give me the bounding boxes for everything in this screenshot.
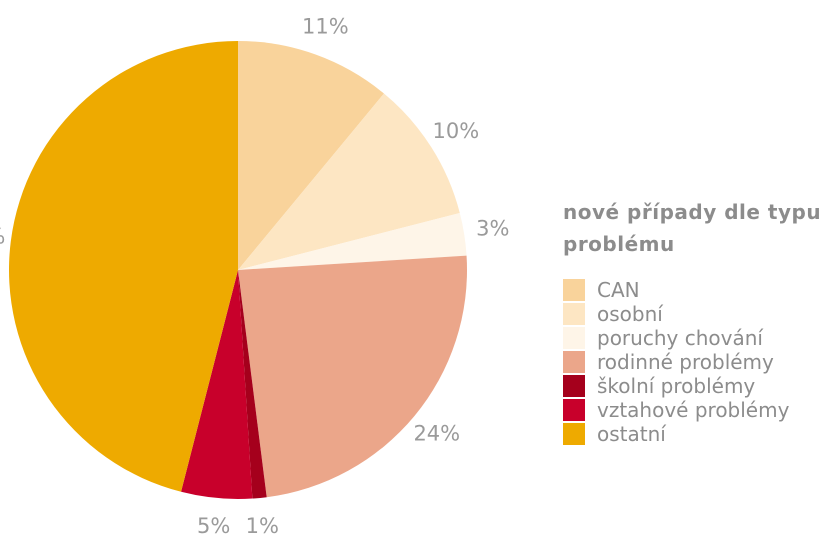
- pie: 11% 10% 3% 24% 1% 5% 46%: [0, 14, 509, 536]
- pie-slice: [238, 93, 460, 271]
- data-label: 11%: [302, 14, 349, 38]
- legend-swatch: [563, 279, 585, 301]
- data-label: 1%: [246, 514, 279, 536]
- pie-slice: [181, 270, 253, 499]
- pie-slice: [238, 213, 467, 270]
- pie-slice: [238, 41, 384, 270]
- pie-slice: [238, 255, 467, 498]
- legend-item: ostatní: [563, 422, 839, 446]
- legend-item: osobní: [563, 302, 839, 326]
- legend-swatch: [563, 399, 585, 421]
- data-label: 46%: [0, 225, 5, 249]
- legend-label: rodinné problémy: [597, 350, 774, 374]
- data-label: 5%: [197, 514, 230, 536]
- legend-label: osobní: [597, 302, 663, 326]
- data-label: 3%: [476, 217, 509, 241]
- legend-swatch: [563, 327, 585, 349]
- legend-swatch: [563, 303, 585, 325]
- legend-swatch: [563, 375, 585, 397]
- data-label: 24%: [413, 421, 460, 445]
- data-label: 10%: [432, 119, 479, 143]
- pie-slice: [238, 270, 267, 499]
- legend-item: CAN: [563, 278, 839, 302]
- legend-title: nové případy dle typu problému: [563, 200, 822, 256]
- legend: nové případy dle typu problému CAN osobní…: [563, 196, 839, 446]
- legend-item: vztahové problémy: [563, 398, 839, 422]
- pie-slice: [8, 41, 238, 492]
- legend-label: školní problémy: [597, 374, 756, 398]
- legend-item: rodinné problémy: [563, 350, 839, 374]
- legend-item: poruchy chování: [563, 326, 839, 350]
- legend-label: vztahové problémy: [597, 398, 790, 422]
- legend-swatch: [563, 423, 585, 445]
- legend-item: školní problémy: [563, 374, 839, 398]
- legend-label: poruchy chování: [597, 326, 763, 350]
- legend-label: CAN: [597, 278, 640, 302]
- legend-swatch: [563, 351, 585, 373]
- legend-label: ostatní: [597, 422, 666, 446]
